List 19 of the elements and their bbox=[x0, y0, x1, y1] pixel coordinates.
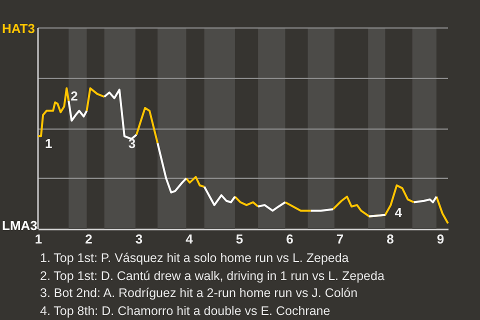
x-tick-label: 3 bbox=[135, 232, 143, 246]
annotation: 3 bbox=[128, 136, 136, 152]
x-tick-label: 6 bbox=[286, 232, 294, 246]
x-tick-label: 7 bbox=[336, 232, 344, 246]
text: 2. Top 1st: D. Cantú drew a walk, driving in 1 run vs L. Zepeda bbox=[40, 268, 384, 285]
annotation: 2 bbox=[70, 88, 78, 104]
x-tick-label: 9 bbox=[436, 232, 444, 246]
x-tick-label: 5 bbox=[236, 232, 244, 246]
x-tick-label: 4 bbox=[186, 232, 194, 246]
text: HAT3 bbox=[2, 21, 35, 36]
text: 3. Bot 2nd: A. Rodríguez hit a 2-run home run vs J. Colón bbox=[40, 285, 359, 302]
x-tick-label: 2 bbox=[85, 232, 92, 246]
annotation: 4 bbox=[394, 205, 403, 220]
text: 4. Top 8th: D. Chamorro hit a double vs E. Cochrane bbox=[40, 302, 332, 320]
text: LMA3 bbox=[2, 218, 38, 233]
x-tick-label: 1 bbox=[34, 232, 42, 246]
text: 1. Top 1st: P. Vásquez hit a solo home run vs L. Zepeda bbox=[40, 250, 350, 267]
x-tick-label: 8 bbox=[386, 232, 394, 246]
annotation: 1 bbox=[45, 136, 52, 152]
